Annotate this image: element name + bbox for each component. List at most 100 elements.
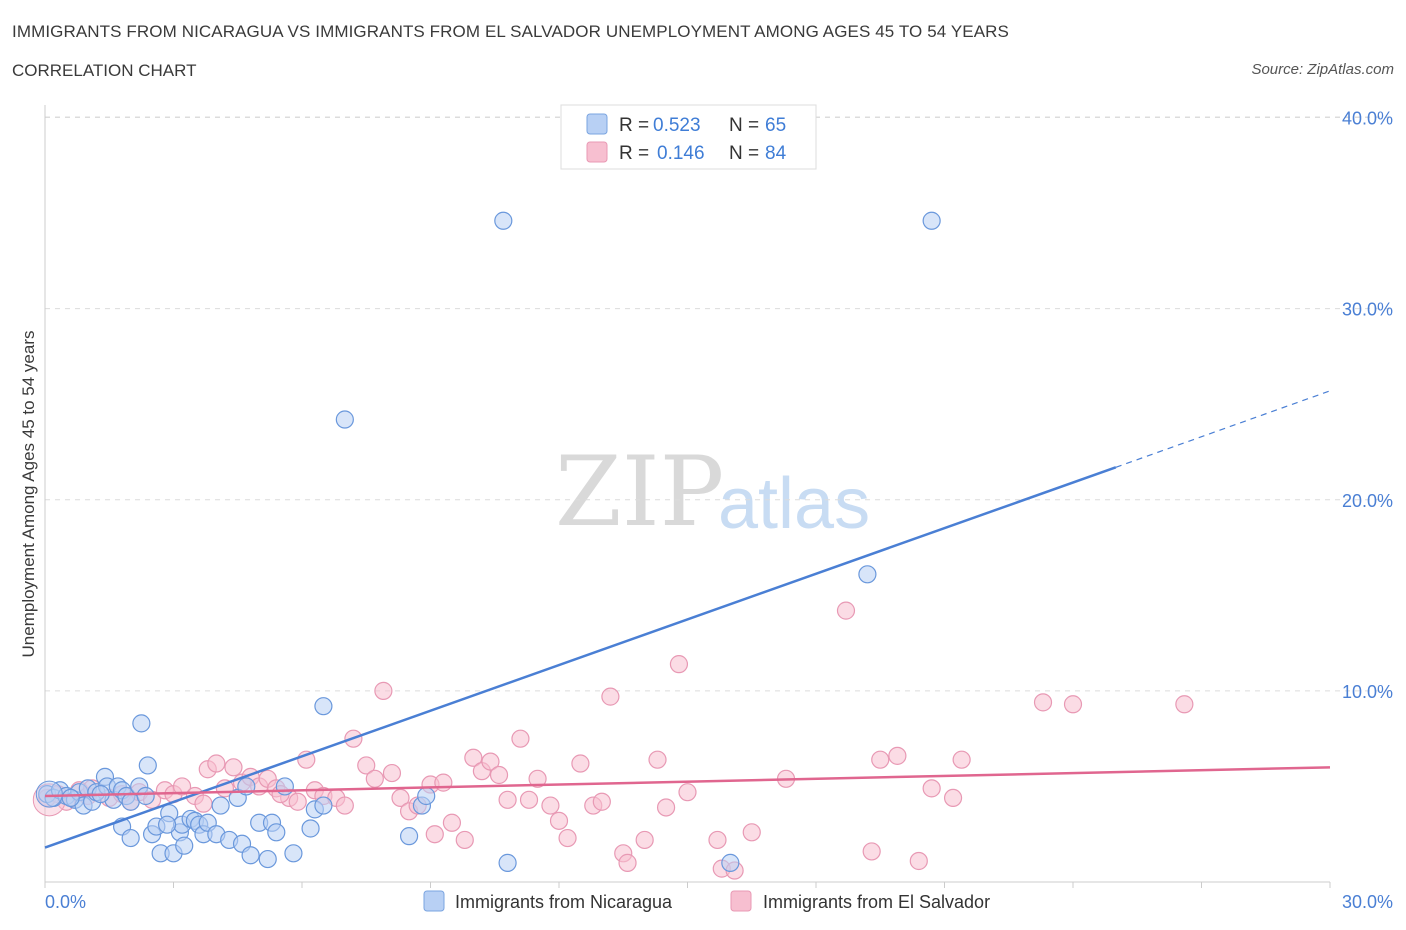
nicaragua-point: [157, 815, 177, 834]
el-salvador-point: [481, 752, 500, 771]
nicaragua-point: [301, 819, 320, 838]
legend-n-label-2: N =: [729, 143, 759, 164]
el-salvador-point: [1175, 695, 1194, 714]
el-salvador-point: [194, 794, 213, 813]
el-salvador-point: [357, 756, 376, 775]
trend-lines: [44, 390, 1331, 849]
nicaragua-point: [132, 714, 151, 733]
el-salvador-point: [519, 790, 539, 809]
bottom-legend-swatch-nicaragua: [423, 890, 445, 912]
el-salvador-point: [464, 748, 483, 767]
el-salvador-point: [365, 769, 384, 788]
el-salvador-point: [455, 830, 474, 850]
el-salvador-point: [656, 798, 676, 817]
nicaragua-point: [258, 849, 277, 869]
el-salvador-point: [618, 853, 637, 872]
bottom-legend-label-nicaragua: Immigrants from Nicaragua: [455, 892, 673, 912]
el-salvador-point: [1063, 695, 1083, 714]
y-axis-label: Unemployment Among Ages 45 to 54 years: [19, 331, 38, 658]
nicaragua-point: [241, 846, 260, 865]
el-salvador-point: [922, 779, 941, 798]
legend-swatch-el-salvador: [586, 141, 608, 163]
series-legend: Immigrants from Nicaragua Immigrants fro…: [423, 890, 990, 912]
el-salvador-point: [871, 750, 890, 769]
y-tick-label-30: 30.0%: [1342, 300, 1393, 320]
nicaragua-point: [136, 786, 155, 806]
watermark-atlas: atlas: [718, 464, 870, 544]
el-salvador-point: [742, 823, 761, 842]
el-salvador-trend-line: [44, 766, 1331, 798]
el-salvador-point: [442, 813, 462, 832]
x-tick-label-max: 30.0%: [1342, 892, 1393, 912]
nicaragua-point: [275, 777, 294, 796]
el-salvador-point: [434, 773, 453, 792]
el-salvador-point: [288, 792, 307, 811]
el-salvador-point: [382, 763, 402, 783]
watermark-zip: ZIP: [555, 436, 724, 548]
el-salvador-point: [836, 601, 856, 620]
source-credit: Source: ZipAtlas.com: [1251, 61, 1394, 78]
el-salvador-point: [224, 758, 243, 777]
bottom-legend-swatch-el-salvador: [730, 890, 752, 912]
nicaragua-point: [121, 828, 140, 848]
nicaragua-point: [922, 211, 941, 230]
el-salvador-point: [862, 842, 881, 861]
correlation-legend: R = 0.523 N = 65 R = 0.146 N = 84: [560, 104, 817, 170]
el-salvador-point: [207, 754, 226, 773]
x-tick-label-min: 0.0%: [45, 892, 86, 912]
nicaragua-point: [417, 786, 436, 806]
nicaragua-point: [175, 836, 194, 855]
nicaragua-trend-line: [44, 466, 1117, 849]
nicaragua-point: [335, 410, 354, 429]
nicaragua-point: [858, 565, 877, 584]
el-salvador-point: [592, 792, 611, 811]
nicaragua-point: [211, 796, 230, 815]
legend-r-label-2: R =: [619, 143, 649, 164]
y-tick-label-10: 10.0%: [1342, 682, 1393, 702]
el-salvador-point: [678, 783, 697, 802]
bottom-legend-label-el-salvador: Immigrants from El Salvador: [763, 892, 990, 912]
nicaragua-point: [138, 756, 157, 775]
legend-r-value-1: 0.523: [653, 115, 701, 136]
legend-r-value-2: 0.146: [657, 143, 705, 164]
y-tick-labels: 10.0% 20.0% 30.0% 40.0%: [1342, 109, 1393, 702]
nicaragua-point: [494, 211, 513, 230]
el-salvador-point: [172, 777, 192, 796]
el-salvador-point: [425, 825, 444, 844]
nicaragua-point: [314, 796, 333, 815]
el-salvador-point: [335, 796, 354, 815]
grid-lines: [45, 116, 1390, 692]
el-salvador-point: [374, 681, 393, 700]
legend-n-label-1: N =: [729, 115, 759, 136]
chart-title: IMMIGRANTS FROM NICARAGUA VS IMMIGRANTS …: [12, 22, 1009, 41]
el-salvador-point: [571, 754, 590, 773]
nicaragua-trend-extension: [1115, 390, 1331, 468]
el-salvador-point: [528, 769, 547, 788]
el-salvador-point: [708, 830, 727, 850]
el-salvador-point: [888, 746, 907, 765]
el-salvador-point: [1033, 693, 1053, 712]
nicaragua-point: [399, 827, 419, 846]
series-nicaragua-points: [35, 211, 941, 872]
nicaragua-cluster-point: [35, 780, 63, 808]
nicaragua-point: [314, 697, 333, 716]
nicaragua-point: [267, 823, 286, 842]
el-salvador-point: [635, 830, 654, 850]
el-salvador-point: [541, 796, 560, 815]
chart-subtitle: CORRELATION CHART: [12, 61, 197, 80]
legend-n-value-1: 65: [765, 115, 786, 136]
nicaragua-point: [498, 853, 517, 872]
el-salvador-point: [909, 851, 928, 871]
el-salvador-point: [511, 729, 530, 748]
el-salvador-point: [669, 655, 689, 674]
watermark: ZIP atlas: [555, 436, 870, 548]
el-salvador-point: [558, 828, 577, 848]
el-salvador-point: [943, 788, 963, 808]
el-salvador-point: [498, 790, 517, 809]
legend-swatch-nicaragua: [586, 113, 608, 135]
x-axis-ticks: [44, 882, 1331, 888]
el-salvador-point: [489, 765, 509, 785]
el-salvador-point: [648, 750, 667, 769]
nicaragua-point: [284, 844, 303, 863]
